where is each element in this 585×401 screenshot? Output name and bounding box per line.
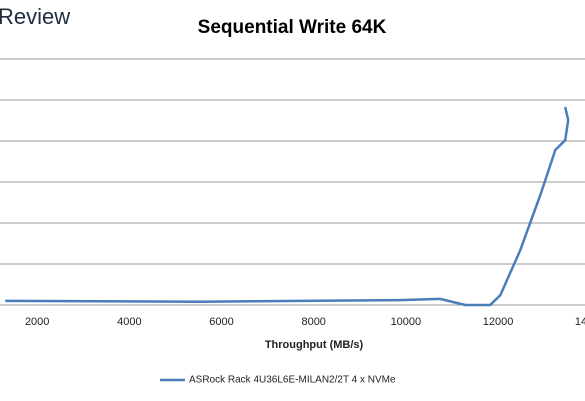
x-tick-label: 4000 (117, 316, 141, 328)
x-tick-label: 12000 (483, 316, 514, 328)
x-tick-label: 2000 (25, 316, 49, 328)
data-line (5, 106, 570, 307)
x-tick-label: 14000 (575, 316, 585, 328)
x-axis-label: Throughput (MB/s) (265, 339, 364, 351)
legend-label: ASRock Rack 4U36L6E-MILAN2/2T 4 x NVMe (189, 375, 396, 386)
x-tick-label: 8000 (301, 316, 325, 328)
logo: Review (0, 4, 70, 29)
x-tick-label: 10000 (391, 316, 422, 328)
chart-title: Sequential Write 64K (198, 17, 387, 38)
x-tick-label: 6000 (209, 316, 233, 328)
